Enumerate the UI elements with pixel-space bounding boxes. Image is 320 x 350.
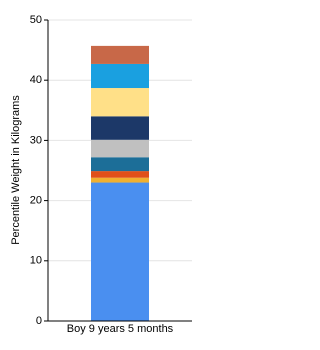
y-tick-label: 30 [30,134,42,146]
y-tick-label: 0 [36,315,42,327]
x-tick-label: Boy 9 years 5 months [67,323,174,335]
bar-segment [91,157,149,172]
chart: Percentile Weight in Kilograms 0 10 20 30 40… [10,14,192,335]
bar-segment [91,116,149,140]
bar-segment [91,171,149,178]
y-tick-label: 50 [30,14,42,26]
bar-segment [91,45,149,64]
bar-segment [91,177,149,183]
bar-segment [91,88,149,117]
bar-segment [91,139,149,158]
y-tick-label: 10 [30,255,42,267]
bar-segment [91,182,149,321]
y-axis-label: Percentile Weight in Kilograms [10,95,22,245]
y-tick-label: 20 [30,195,42,207]
bar-segment [91,63,149,89]
y-tick-label: 40 [30,74,42,86]
